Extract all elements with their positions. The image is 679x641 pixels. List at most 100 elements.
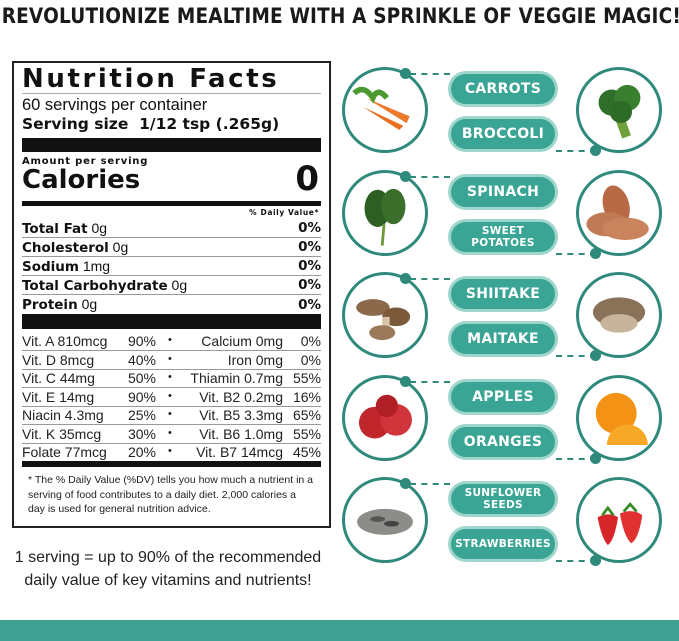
bullet: • xyxy=(168,371,172,383)
spinach-image xyxy=(342,170,428,256)
connector-line xyxy=(410,483,450,485)
vitamin-left: Vit. C 44mg xyxy=(22,370,95,386)
ingredient-pill: MAITAKE xyxy=(448,321,558,357)
bullet: • xyxy=(168,389,172,402)
vitamin-left-dv: 90% xyxy=(127,388,156,405)
servings-per-container: 60 servings per container xyxy=(22,96,208,114)
ingredient-pill: APPLES xyxy=(448,379,558,415)
vitamin-left-dv: 50% xyxy=(127,370,156,386)
ingredient-pill: STRAWBERRIES xyxy=(448,526,558,562)
divider xyxy=(22,461,321,467)
vitamin-right: Calcium 0mg xyxy=(201,333,283,349)
connector-line xyxy=(410,381,450,383)
nutrient-name: Total Carbohydrate xyxy=(22,277,168,294)
bullet: • xyxy=(168,408,172,420)
connector-dot xyxy=(400,68,411,79)
ingredient-label: SHIITAKE xyxy=(451,279,555,309)
nutrient-row: Sodium 1mg 0% xyxy=(22,257,321,276)
nutrient-dv: 0% xyxy=(298,239,321,255)
nutrient-amount: 0g xyxy=(91,219,108,236)
ingredient-label: ORANGES xyxy=(451,427,555,457)
vitamin-right: Thiamin 0.7mg xyxy=(190,370,283,386)
divider xyxy=(22,93,321,94)
connector-line xyxy=(556,253,596,255)
nutrient-dv: 0% xyxy=(298,277,321,293)
vitamin-left-dv: 20% xyxy=(127,444,156,460)
vitamin-right: Iron 0mg xyxy=(227,351,283,368)
calories-label: Calories xyxy=(22,165,141,195)
sunflower-seeds-image xyxy=(342,477,428,563)
vitamin-right-dv: 65% xyxy=(292,407,321,423)
connector-line xyxy=(410,73,450,75)
serving-benefit-note: 1 serving = up to 90% of the recommended… xyxy=(14,549,322,589)
vitamin-left-dv: 25% xyxy=(127,407,156,423)
ingredient-pill: SUNFLOWER SEEDS xyxy=(448,481,558,517)
nutrient-dv: 0% xyxy=(298,296,321,313)
connector-dot xyxy=(400,376,411,387)
connector-dot xyxy=(590,555,601,566)
ingredient-label: SPINACH xyxy=(451,177,555,207)
ingredient-label: SUNFLOWER SEEDS xyxy=(451,484,555,514)
connector-dot xyxy=(400,171,411,182)
vitamin-right-dv: 0% xyxy=(300,351,321,368)
nutrient-name: Protein xyxy=(22,297,78,313)
amount-per-serving: Amount per serving xyxy=(22,156,149,167)
ingredient-label: SWEET POTATOES xyxy=(451,222,555,252)
vitamin-right: Vit. B5 3.3mg xyxy=(199,407,283,423)
vitamin-right-dv: 45% xyxy=(292,444,321,460)
vitamin-left: Vit. E 14mg xyxy=(22,388,95,405)
vitamin-left-dv: 40% xyxy=(127,351,156,368)
nutrition-facts-label: Nutrition Facts 60 servings per containe… xyxy=(12,61,331,528)
connector-line xyxy=(556,560,596,562)
shiitake-image xyxy=(342,272,428,358)
ingredient-label: MAITAKE xyxy=(451,324,555,354)
vitamin-left: Vit. A 810mcg xyxy=(22,333,108,349)
ingredient-label: STRAWBERRIES xyxy=(451,529,555,559)
ingredient-pill: CARROTS xyxy=(448,71,558,107)
nutrient-amount: 0g xyxy=(81,296,98,312)
ingredient-pill: SHIITAKE xyxy=(448,276,558,312)
ingredient-label: CARROTS xyxy=(451,74,555,104)
maitake-image xyxy=(576,272,662,358)
vitamin-right-dv: 0% xyxy=(300,333,321,349)
vitamin-right-dv: 55% xyxy=(292,370,321,386)
vitamin-right: Vit. B6 1.0mg xyxy=(199,425,283,442)
connector-dot xyxy=(400,478,411,489)
connector-line xyxy=(556,458,596,460)
vitamin-row: Vit. A 810mcg 90% • Calcium 0mg 0% xyxy=(22,332,321,351)
serving-size: Serving size 1/12 tsp (.265g) xyxy=(22,115,280,133)
bullet: • xyxy=(168,334,172,346)
nutrient-amount: 0g xyxy=(112,238,129,255)
ingredient-pill: SPINACH xyxy=(448,174,558,210)
ingredient-pill: BROCCOLI xyxy=(448,116,558,152)
nutrient-dv: 0% xyxy=(298,258,321,274)
vitamin-left-dv: 30% xyxy=(127,425,156,442)
vitamin-right-dv: 55% xyxy=(292,425,321,442)
vitamin-left: Vit. K 35mcg xyxy=(22,425,102,442)
divider xyxy=(22,314,321,329)
daily-value-header: % Daily Value* xyxy=(249,208,319,217)
oranges-image xyxy=(576,375,662,461)
vitamin-row: Vit. C 44mg 50% • Thiamin 0.7mg 55% xyxy=(22,369,321,388)
headline: REVOLUTIONIZE MEALTIME WITH A SPRINKLE O… xyxy=(1,4,679,29)
nutrient-name: Sodium xyxy=(22,258,79,275)
ingredient-pill: SWEET POTATOES xyxy=(448,219,558,255)
nutrition-facts-title: Nutrition Facts xyxy=(22,64,280,94)
carrots-image xyxy=(342,67,428,153)
ingredient-label: APPLES xyxy=(451,382,555,412)
footer-bar xyxy=(0,620,679,641)
vitamin-left: Folate 77mcg xyxy=(22,444,107,460)
divider xyxy=(22,201,321,206)
nutrient-amount: 0g xyxy=(171,276,188,293)
nutrient-row: Total Carbohydrate 0g 0% xyxy=(22,276,321,295)
connector-dot xyxy=(590,453,601,464)
nutrient-name: Total Fat xyxy=(22,220,88,237)
daily-value-footnote: * The % Daily Value (%DV) tells you how … xyxy=(28,474,313,515)
connector-dot xyxy=(590,350,601,361)
connector-line xyxy=(410,176,450,178)
connector-dot xyxy=(400,273,411,284)
bullet: • xyxy=(168,352,172,365)
calories-value: 0 xyxy=(295,159,319,199)
connector-line xyxy=(556,355,596,357)
nutrient-dv: 0% xyxy=(298,220,321,236)
